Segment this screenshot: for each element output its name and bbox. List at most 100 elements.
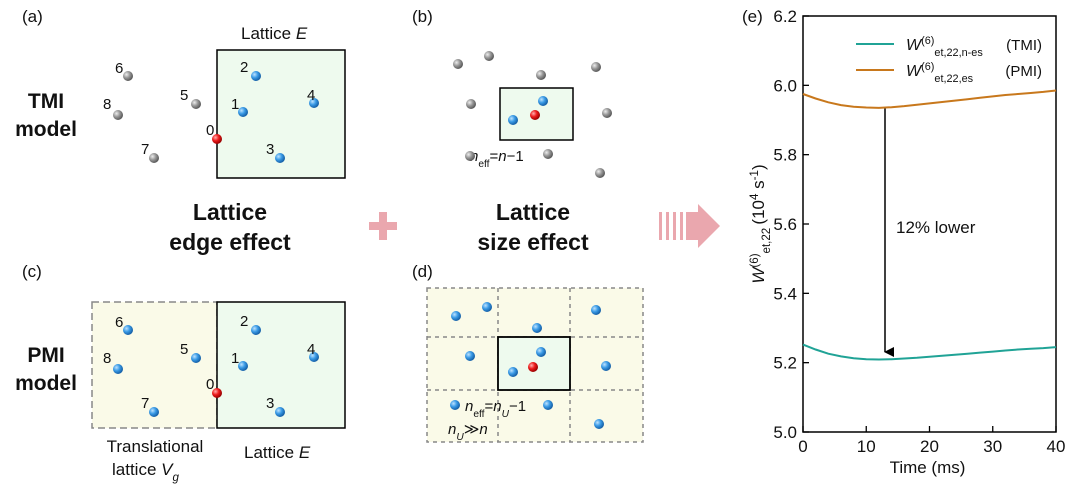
atom-label: 0 <box>206 376 214 393</box>
figure: (a)(b)(c)(d)(e)TMImodelPMImodelLatticeed… <box>0 0 1070 487</box>
atom <box>465 151 475 161</box>
y-tick-label: 5.8 <box>773 146 797 165</box>
text-part: Lattice <box>244 443 299 462</box>
atom <box>602 108 612 118</box>
text-part: (6) <box>921 35 934 47</box>
atom-label: 7 <box>141 141 149 158</box>
y-tick-label: 5.0 <box>773 423 797 442</box>
y-tick-label: 6.2 <box>773 7 797 26</box>
lattice-label: Lattice E <box>244 443 311 462</box>
atom-label: 3 <box>266 141 274 158</box>
legend-label: (TMI) <box>1006 37 1042 54</box>
atom <box>238 361 248 371</box>
atom-label: 5 <box>180 87 188 104</box>
y-tick-label: 5.2 <box>773 354 797 373</box>
atom-label: 8 <box>103 350 111 367</box>
x-tick-label: 20 <box>920 437 939 456</box>
atom <box>451 311 461 321</box>
text-part: Lattice <box>241 24 296 43</box>
x-tick-label: 40 <box>1047 437 1066 456</box>
atom <box>530 110 540 120</box>
text-part: n <box>465 398 473 415</box>
atom <box>532 323 542 333</box>
atom-label: 1 <box>231 96 239 113</box>
atom <box>275 153 285 163</box>
legend-symbol: W(6)et,22,n-es <box>906 35 983 59</box>
translational-label: Translational <box>107 437 204 456</box>
text-part: E <box>296 24 308 43</box>
atom <box>113 364 123 374</box>
atom <box>191 99 201 109</box>
text-part: et,22,n-es <box>934 47 983 59</box>
model-label: model <box>15 118 77 141</box>
y-tick-label: 5.6 <box>773 215 797 234</box>
atom-label: 8 <box>103 96 111 113</box>
atom <box>113 110 123 120</box>
atom <box>238 107 248 117</box>
neff-label: neff=n−1 <box>470 148 524 170</box>
atom <box>251 325 261 335</box>
annotation: 12% lower <box>896 218 976 237</box>
text-part: ≫ <box>464 421 480 438</box>
atom <box>591 305 601 315</box>
text-part: −1 <box>509 398 526 415</box>
model-label: PMI <box>27 344 64 367</box>
text-part: s <box>749 180 768 193</box>
lattice-label: Lattice E <box>241 24 308 43</box>
effect-label: Lattice <box>496 199 570 225</box>
data-line <box>803 91 1056 108</box>
atom <box>591 62 601 72</box>
legend-label: (PMI) <box>1005 63 1042 80</box>
panel-label: (e) <box>742 7 763 26</box>
atom <box>275 407 285 417</box>
atom-label: 4 <box>307 87 315 104</box>
atom-label: 5 <box>180 341 188 358</box>
atom <box>508 115 518 125</box>
text-part: lattice <box>112 460 161 479</box>
atom-label: 2 <box>240 313 248 330</box>
text-part: n <box>493 398 501 415</box>
x-axis-label: Time (ms) <box>890 458 966 477</box>
atom <box>536 347 546 357</box>
text-part: eff <box>478 159 489 170</box>
atom <box>508 367 518 377</box>
effect-label: size effect <box>477 229 589 255</box>
text-part: n <box>498 148 506 165</box>
text-part: g <box>172 472 179 484</box>
atom <box>538 96 548 106</box>
effect-label: edge effect <box>169 229 291 255</box>
data-line <box>803 345 1056 360</box>
model-label: TMI <box>28 90 64 113</box>
atom <box>465 351 475 361</box>
text-part: -1 <box>749 170 761 180</box>
panel-label: (c) <box>22 262 42 281</box>
y-tick-label: 5.4 <box>773 284 797 303</box>
text-part: = <box>490 148 499 165</box>
atom-label: 4 <box>307 341 315 358</box>
text-part: = <box>485 398 494 415</box>
x-tick-label: 10 <box>857 437 876 456</box>
y-tick-label: 6.0 <box>773 76 797 95</box>
text-part: et,22,es <box>934 73 973 85</box>
atom <box>543 400 553 410</box>
atom-label: 6 <box>115 60 123 77</box>
effect-label: Lattice <box>193 199 267 225</box>
atom <box>123 325 133 335</box>
atom <box>453 59 463 69</box>
atom-label: 2 <box>240 59 248 76</box>
big-arrow <box>659 204 720 248</box>
text-part: (6) <box>921 61 934 73</box>
atom-label: 7 <box>141 395 149 412</box>
model-label: model <box>15 372 77 395</box>
legend-symbol: W(6)et,22,es <box>906 61 974 85</box>
text-part: n <box>448 421 456 438</box>
atom <box>595 168 605 178</box>
panel-label: (d) <box>412 262 433 281</box>
text-part: E <box>299 443 311 462</box>
atom <box>149 407 159 417</box>
atom <box>536 70 546 80</box>
atom <box>482 302 492 312</box>
x-tick-label: 0 <box>798 437 807 456</box>
atom <box>450 400 460 410</box>
text-part: n <box>479 421 487 438</box>
